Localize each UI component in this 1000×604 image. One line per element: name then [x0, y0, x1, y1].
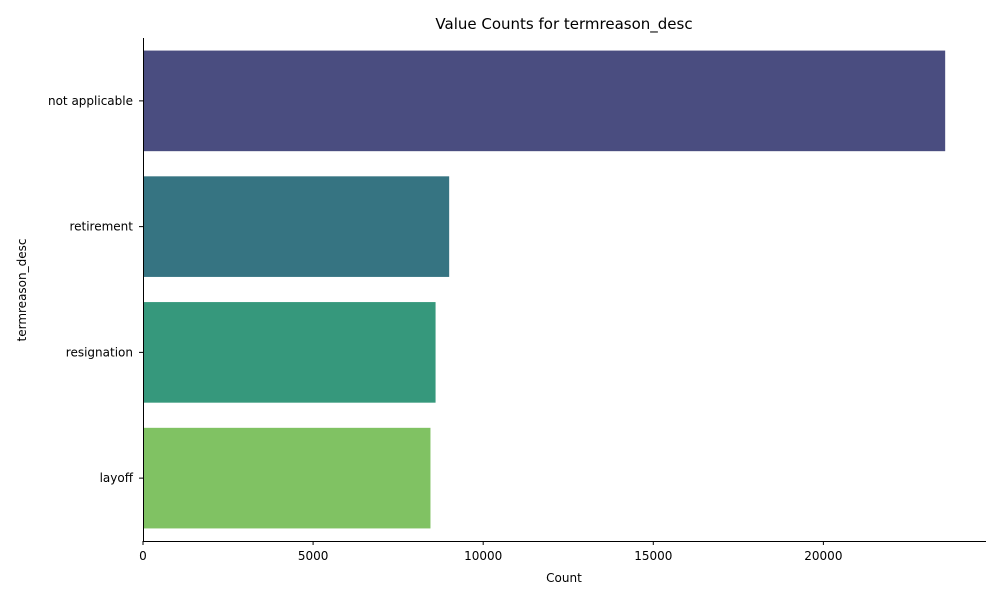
y-tick-label: layoff	[100, 471, 134, 485]
y-ticks-group: not applicable retirement resignation layof…	[48, 94, 143, 485]
y-tick-label: retirement	[69, 220, 133, 234]
bar-not-applicable	[143, 50, 946, 152]
x-tick-label: 15000	[634, 549, 672, 563]
x-tick-label: 0	[139, 549, 147, 563]
y-tick-label: not applicable	[48, 94, 133, 108]
x-axis-title: Count	[546, 571, 582, 585]
x-tick-label: 10000	[464, 549, 502, 563]
chart-title: Value Counts for termreason_desc	[435, 15, 692, 34]
bar-resignation	[143, 302, 436, 403]
y-axis-title: termreason_desc	[15, 239, 29, 342]
axes-group	[143, 38, 986, 542]
x-tick-label: 20000	[804, 549, 842, 563]
x-tick-label: 5000	[298, 549, 329, 563]
x-ticks-group: 0 5000 10000 15000 20000	[139, 541, 842, 563]
bars-group	[143, 50, 946, 529]
y-tick-label: resignation	[66, 345, 133, 359]
bar-retirement	[143, 176, 450, 277]
bar-layoff	[143, 427, 431, 529]
